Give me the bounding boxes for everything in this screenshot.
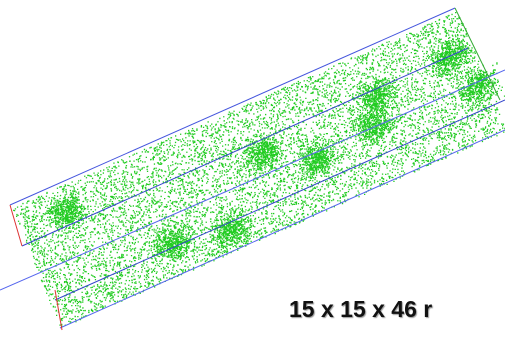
box-edge — [0, 70, 505, 290]
box-edge — [60, 130, 505, 328]
box-edge — [10, 8, 455, 205]
atom-points — [13, 12, 505, 327]
caption: 15 x 15 x 46 r — [289, 296, 432, 323]
box-edge — [10, 205, 22, 246]
screenshot: 15 x 15 x 46 r — [0, 0, 505, 343]
reconstruction — [0, 0, 505, 343]
